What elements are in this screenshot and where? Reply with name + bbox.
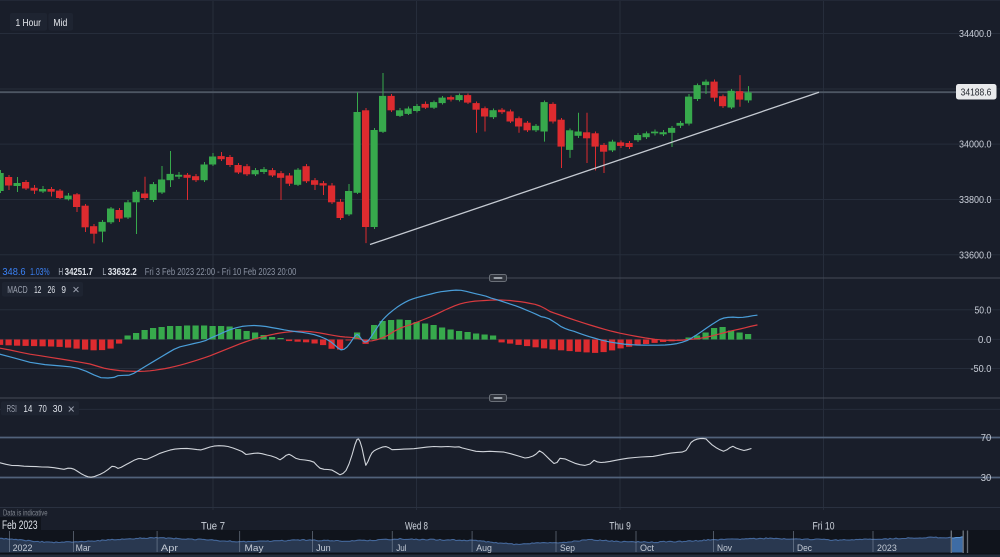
svg-text:34251.7: 34251.7 [65,266,93,278]
svg-text:1 Hour: 1 Hour [15,17,41,29]
svg-text:Fri 10: Fri 10 [813,521,835,533]
svg-text:348.6: 348.6 [2,266,25,278]
svg-text:14: 14 [23,404,32,415]
svg-text:30: 30 [53,404,63,415]
svg-text:May: May [245,543,264,554]
svg-text:Sep: Sep [560,543,575,554]
svg-text:L: L [102,266,106,278]
svg-text:26: 26 [48,285,56,296]
svg-text:70: 70 [981,433,992,444]
svg-text:Jun: Jun [316,543,331,554]
svg-text:1.03%: 1.03% [30,266,49,278]
svg-text:Data is indicative: Data is indicative [3,508,48,518]
svg-text:33800.0: 33800.0 [959,195,992,206]
svg-text:Aug: Aug [476,543,492,554]
svg-text:-50.0: -50.0 [971,364,992,375]
svg-text:H: H [58,266,63,278]
svg-text:Nov: Nov [717,543,732,554]
svg-text:Oct: Oct [640,543,654,554]
svg-text:9: 9 [61,285,66,296]
svg-text:0.0: 0.0 [978,335,992,346]
svg-text:50.0: 50.0 [975,305,992,316]
svg-text:33600.0: 33600.0 [959,250,992,261]
svg-text:Dec: Dec [797,543,812,554]
svg-text:MACD: MACD [7,285,27,296]
svg-text:2022: 2022 [13,543,33,554]
svg-text:Fri 3 Feb 2023 22:00 - Fri 10: Fri 3 Feb 2023 22:00 - Fri 10 Feb 2023 2… [145,266,297,278]
svg-text:Apr: Apr [161,543,178,554]
svg-text:2023: 2023 [877,543,897,554]
svg-text:Feb 2023: Feb 2023 [2,520,38,532]
svg-text:Jul: Jul [396,543,406,554]
svg-text:✕: ✕ [72,285,80,296]
svg-text:Mar: Mar [76,543,91,554]
svg-text:Thu 9: Thu 9 [609,521,631,533]
svg-text:30: 30 [981,473,992,484]
svg-text:33632.2: 33632.2 [108,266,137,278]
svg-text:12: 12 [34,285,41,296]
svg-text:✕: ✕ [67,404,75,415]
svg-text:34400.0: 34400.0 [959,29,992,40]
svg-text:70: 70 [38,404,47,415]
svg-text:Mid: Mid [53,17,67,29]
svg-text:RSI: RSI [7,404,17,415]
svg-text:Tue 7: Tue 7 [201,521,225,533]
svg-text:34000.0: 34000.0 [959,140,992,151]
svg-text:Wed 8: Wed 8 [405,521,428,533]
svg-text:34188.6: 34188.6 [961,86,992,98]
